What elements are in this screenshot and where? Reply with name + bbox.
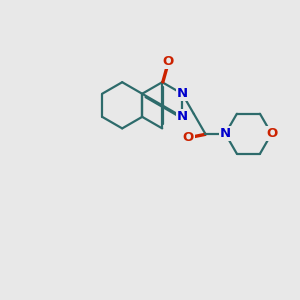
Text: N: N (220, 127, 231, 140)
Text: O: O (266, 127, 277, 140)
Text: O: O (162, 55, 174, 68)
Text: N: N (177, 110, 188, 123)
Text: N: N (177, 87, 188, 100)
Text: O: O (182, 131, 194, 144)
